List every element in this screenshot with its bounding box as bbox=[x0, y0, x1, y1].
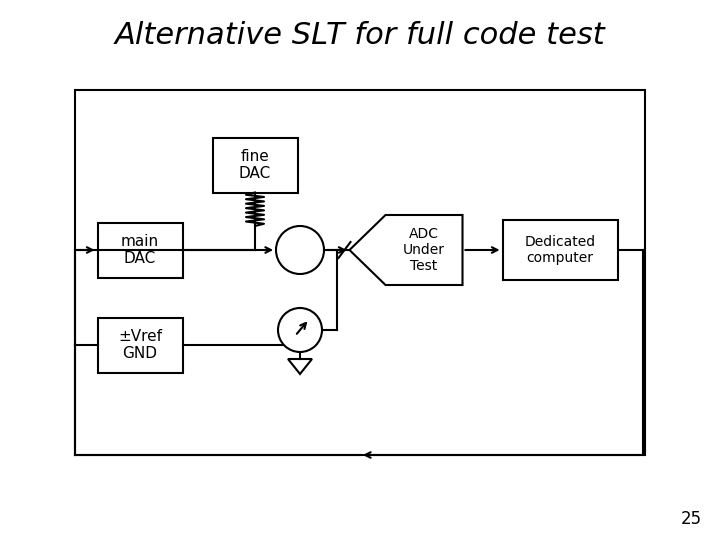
Text: ±Vref
GND: ±Vref GND bbox=[118, 329, 162, 361]
Bar bbox=[503, 220, 618, 280]
Bar bbox=[97, 222, 182, 278]
Text: fine
DAC: fine DAC bbox=[239, 149, 271, 181]
Bar bbox=[75, 90, 645, 455]
Text: main
DAC: main DAC bbox=[121, 234, 159, 266]
Text: Dedicated
computer: Dedicated computer bbox=[524, 235, 595, 265]
Text: 25: 25 bbox=[681, 510, 702, 528]
Text: ADC
Under
Test: ADC Under Test bbox=[403, 227, 445, 273]
Text: Alternative SLT for full code test: Alternative SLT for full code test bbox=[114, 21, 606, 50]
Bar bbox=[97, 318, 182, 373]
Bar bbox=[212, 138, 297, 192]
Circle shape bbox=[278, 308, 322, 352]
Circle shape bbox=[276, 226, 324, 274]
Polygon shape bbox=[349, 215, 462, 285]
